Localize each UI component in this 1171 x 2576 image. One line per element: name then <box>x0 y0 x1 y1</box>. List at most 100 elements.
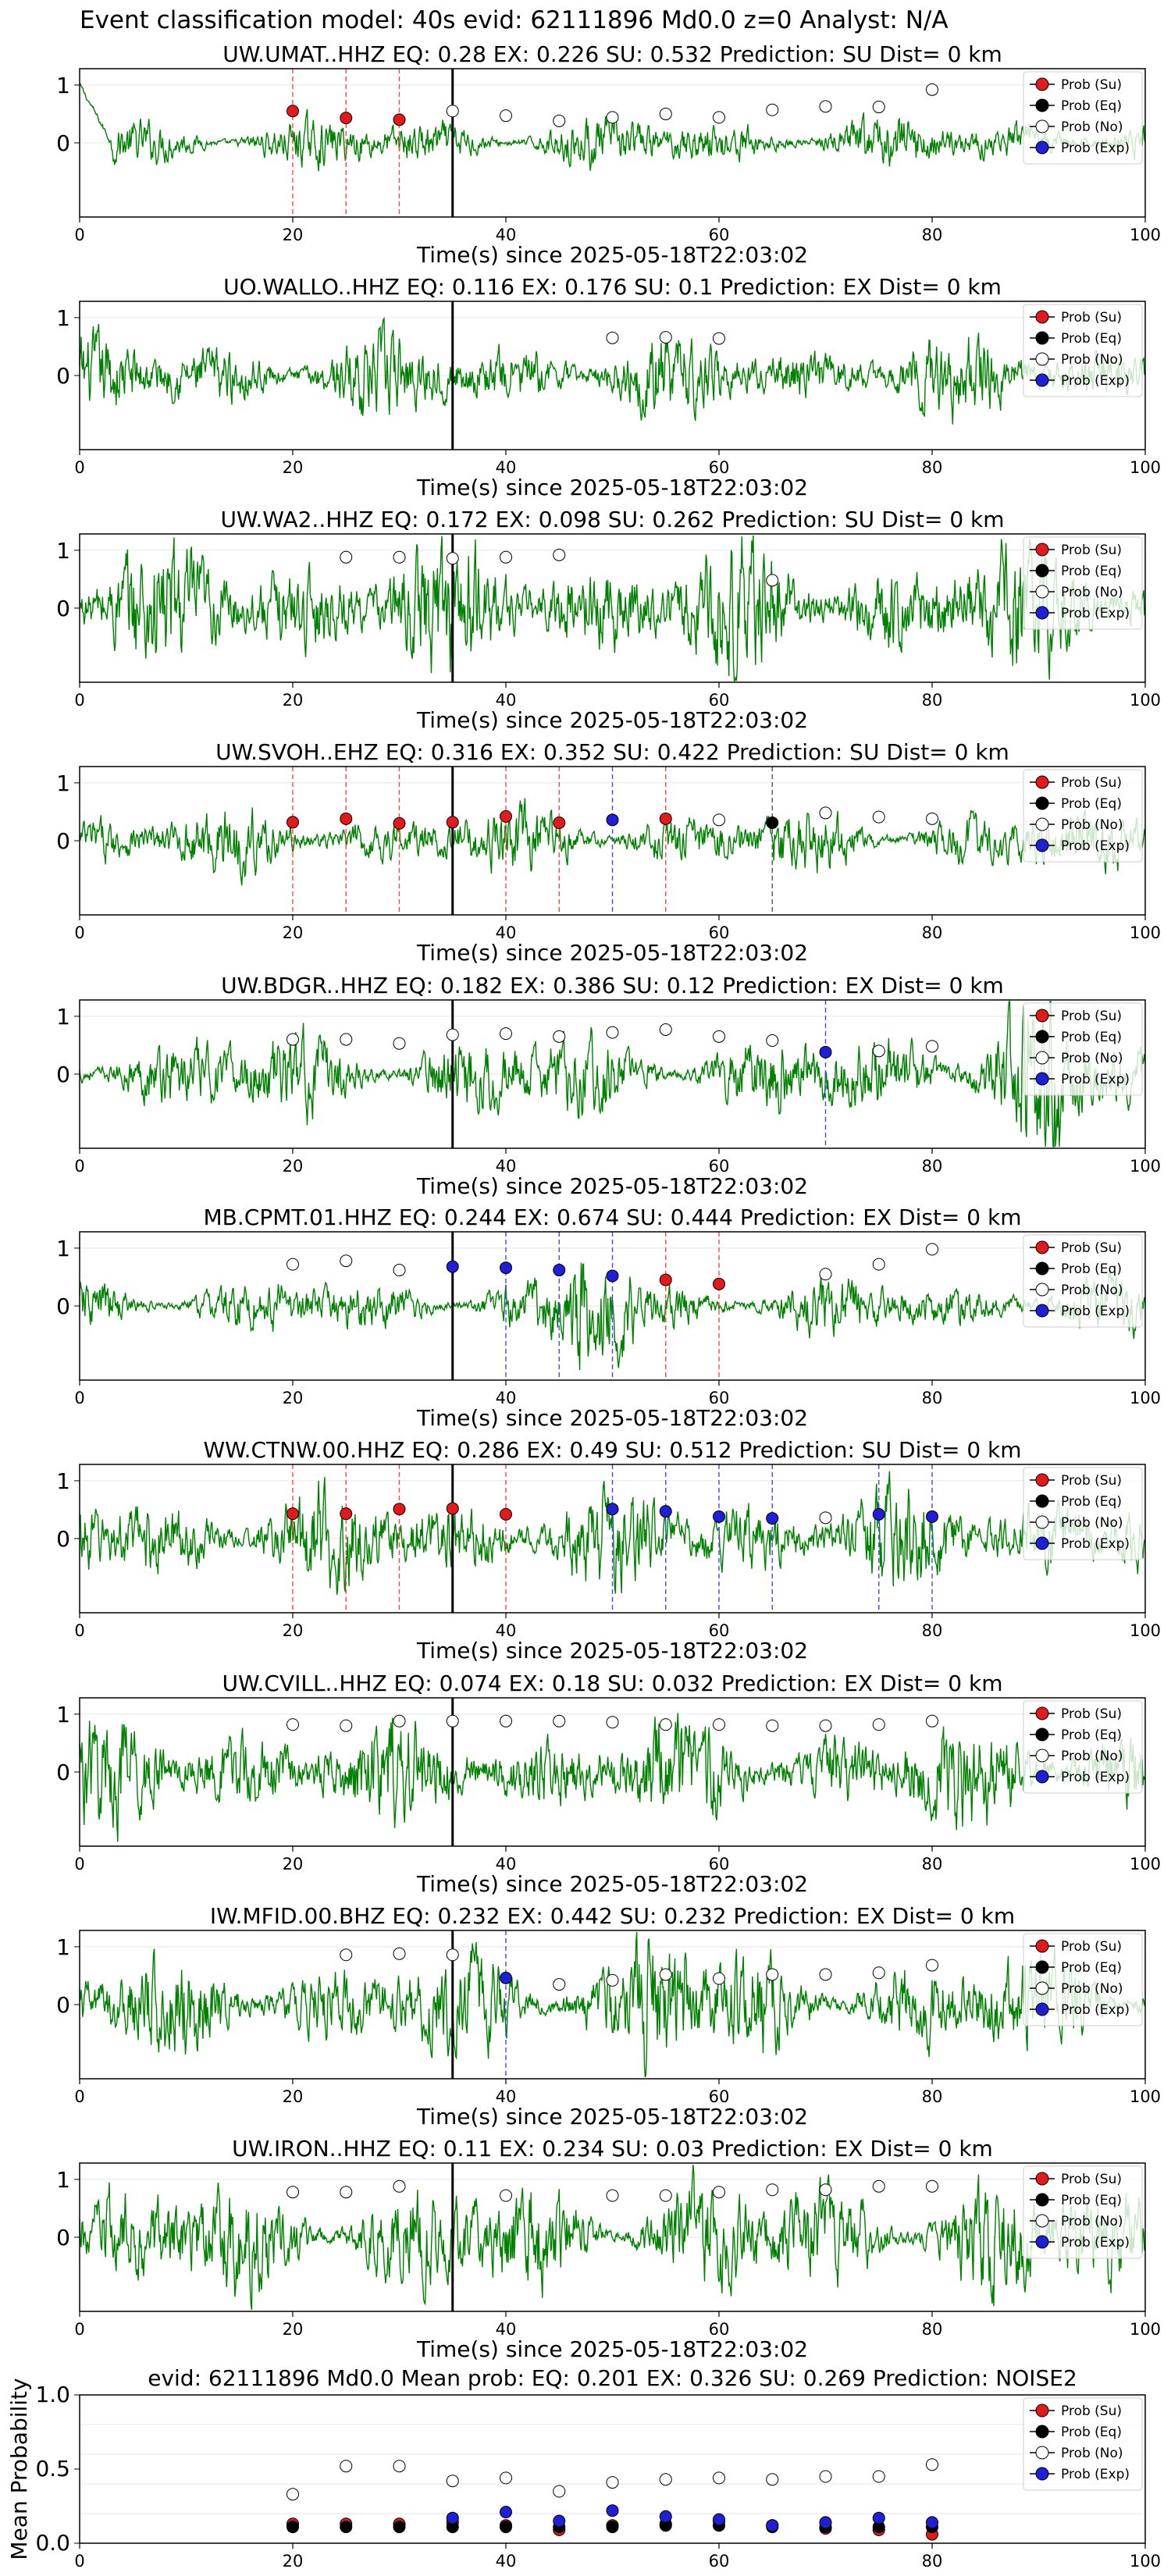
mean-prob-point <box>713 2513 725 2526</box>
prob-point <box>340 1507 353 1521</box>
prob-point <box>340 1254 353 1268</box>
prob-point <box>606 1503 619 1516</box>
legend-label: Prob (No) <box>1061 2214 1123 2229</box>
x-tick-label: 40 <box>496 2552 517 2571</box>
mean-prob-point <box>393 2521 406 2534</box>
prob-point <box>766 103 779 116</box>
prob-point <box>500 809 512 823</box>
prob-point <box>287 816 299 829</box>
legend-label: Prob (Eq) <box>1061 2193 1122 2208</box>
x-tick-label: 0 <box>74 2087 84 2106</box>
subplot-title: UW.WA2..HHZ EQ: 0.172 EX: 0.098 SU: 0.26… <box>220 507 1004 532</box>
y-tick-label: 0 <box>56 1062 70 1087</box>
prob-point <box>659 107 672 120</box>
legend-box <box>1023 71 1143 165</box>
prob-point <box>287 1258 299 1271</box>
prob-point <box>766 574 779 587</box>
legend-box <box>1023 304 1143 397</box>
legend-label: Prob (Eq) <box>1061 1494 1122 1510</box>
legend-marker <box>1035 775 1049 789</box>
subplot-8: UW.CVILL..HHZ EQ: 0.074 EX: 0.18 SU: 0.0… <box>56 1670 1161 1897</box>
mean-prob-point <box>500 2521 512 2534</box>
prob-point <box>819 806 832 820</box>
legend-marker <box>1035 98 1049 112</box>
legend-marker <box>1035 1706 1049 1720</box>
prob-point <box>926 812 938 825</box>
legend-marker <box>1035 310 1049 324</box>
legend-box <box>1023 1234 1143 1328</box>
mean-prob-point <box>819 2516 832 2529</box>
prob-point <box>553 114 566 127</box>
subplot-7: WW.CTNW.00.HHZ EQ: 0.286 EX: 0.49 SU: 0.… <box>56 1437 1161 1663</box>
legend-box <box>1023 2397 1143 2491</box>
prob-point <box>926 2179 938 2193</box>
legend-marker <box>1035 1981 1049 1995</box>
prob-point <box>446 1502 459 1515</box>
x-tick-label: 0 <box>74 226 84 244</box>
x-tick-label: 0 <box>74 1855 84 1873</box>
prob-point <box>872 1258 885 1271</box>
y-tick-label: 1 <box>56 1468 70 1494</box>
subplot-title: UW.UMAT..HHZ EQ: 0.28 EX: 0.226 SU: 0.53… <box>222 41 1002 67</box>
mean-prob-point <box>872 2470 885 2483</box>
legend-label: Prob (Su) <box>1061 1706 1122 1722</box>
x-tick-label: 100 <box>1130 1389 1161 1407</box>
prob-point <box>393 2179 406 2193</box>
prob-point <box>926 1243 938 1256</box>
x-tick-label: 80 <box>922 2320 943 2339</box>
x-axis-label: Time(s) since 2025-05-18T22:03:02 <box>416 242 808 268</box>
axes-frame <box>79 999 1146 1149</box>
axes-frame <box>79 1930 1146 2080</box>
subplot-3: UW.WA2..HHZ EQ: 0.172 EX: 0.098 SU: 0.26… <box>56 507 1161 733</box>
axes-frame <box>79 1464 1146 1614</box>
mean-prob-point <box>766 2519 779 2532</box>
x-tick-label: 0 <box>74 2552 84 2571</box>
x-tick-label: 80 <box>922 1157 943 1176</box>
prob-point <box>500 1261 512 1275</box>
legend-label: Prob (Exp) <box>1061 1536 1130 1552</box>
mean-prob-point <box>766 2473 779 2486</box>
mean-prob-point <box>446 2475 459 2488</box>
mean-prob-point <box>659 2473 672 2486</box>
prob-point <box>287 2186 299 2199</box>
waveform-trace <box>79 1931 1146 2078</box>
prob-point <box>819 1511 832 1525</box>
legend-label: Prob (Eq) <box>1061 2425 1122 2440</box>
y-tick-label: 1 <box>56 2167 70 2193</box>
x-tick-label: 40 <box>496 226 517 244</box>
prob-point <box>500 550 512 564</box>
x-tick-label: 40 <box>496 1389 517 1407</box>
x-tick-label: 100 <box>1130 1855 1161 1873</box>
mean-prob-point <box>819 2470 832 2483</box>
prob-point <box>446 1714 459 1727</box>
x-tick-label: 20 <box>283 2320 304 2339</box>
mean-prob-point <box>287 2521 299 2534</box>
waveform-trace <box>79 1713 1146 1842</box>
axes-frame <box>79 68 1146 218</box>
x-tick-label: 40 <box>496 1855 517 1873</box>
prob-point <box>393 1503 406 1516</box>
legend-marker <box>1035 1051 1049 1065</box>
prob-point <box>713 1277 725 1290</box>
legend-marker <box>1035 817 1049 831</box>
x-tick-label: 60 <box>709 923 730 942</box>
prob-point <box>553 1030 566 1043</box>
subplot-title: evid: 62111896 Md0.0 Mean prob: EQ: 0.20… <box>148 2365 1077 2391</box>
prob-point <box>872 101 885 114</box>
legend-marker <box>1035 1283 1049 1297</box>
legend-label: Prob (Su) <box>1061 310 1122 326</box>
prob-point <box>659 1023 672 1036</box>
prob-point <box>766 817 779 830</box>
legend-label: Prob (Eq) <box>1061 564 1122 579</box>
x-tick-label: 60 <box>709 226 730 244</box>
prob-point <box>713 1972 725 1985</box>
x-tick-label: 100 <box>1130 226 1161 244</box>
y-axis-label: Mean Probability <box>6 2378 32 2560</box>
x-tick-label: 60 <box>709 2087 730 2106</box>
legend-marker <box>1035 1240 1049 1254</box>
prob-point <box>926 83 938 96</box>
x-tick-label: 80 <box>922 1389 943 1407</box>
mean-prob-point <box>606 2521 619 2534</box>
y-tick-label: 1 <box>56 1934 70 1960</box>
x-axis-label: Time(s) since 2025-05-18T22:03:02 <box>416 2104 808 2129</box>
